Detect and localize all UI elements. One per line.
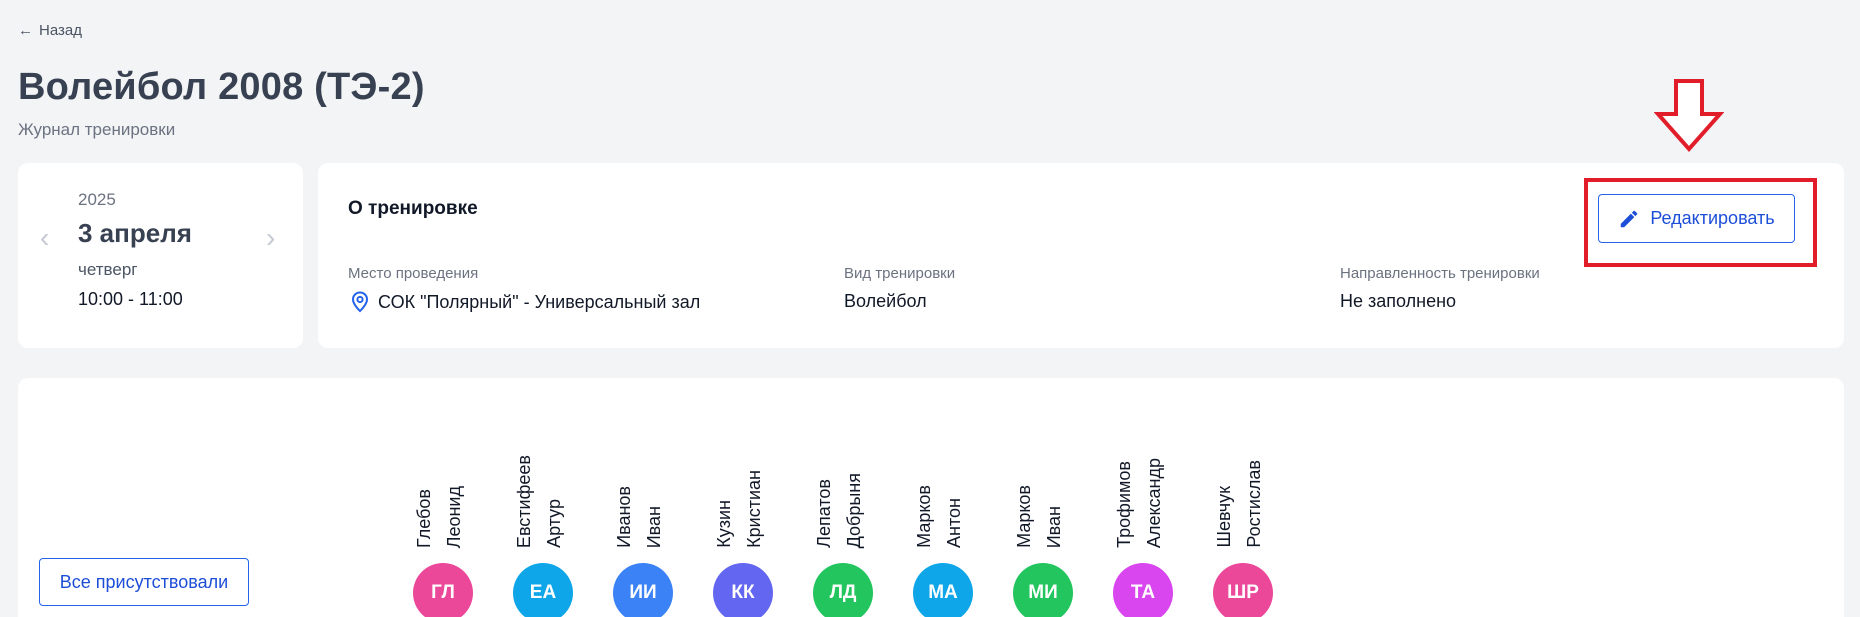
athlete-item: Марков Антон МА	[912, 430, 974, 617]
edit-button-label: Редактировать	[1650, 208, 1775, 228]
athlete-item: Трофимов Александр ТА	[1112, 430, 1174, 617]
athlete-given-name: Александр	[1144, 457, 1164, 548]
athlete-names: Лепатов Добрыня	[812, 430, 874, 548]
athlete-item: Глебов Леонид ГЛ	[412, 430, 474, 617]
athlete-given-name: Антон	[944, 498, 964, 548]
athlete-names: Евстифеев Артур	[512, 430, 574, 548]
athlete-avatar[interactable]: ИИ	[613, 563, 673, 617]
date-day: 3 апреля	[78, 218, 192, 248]
training-info-title: О тренировке	[348, 198, 478, 219]
athlete-avatar[interactable]: ШР	[1213, 563, 1273, 617]
training-focus-value: Не заполнено	[1340, 291, 1457, 311]
venue-text: СОК "Полярный" - Универсальный зал	[378, 291, 701, 312]
athlete-avatar[interactable]: ТА	[1113, 563, 1173, 617]
chevron-right-icon[interactable]: ›	[266, 222, 276, 253]
page-title: Волейбол 2008 (ТЭ-2)	[18, 66, 425, 108]
athlete-surname: Шевчук	[1214, 486, 1234, 548]
date-weekday: четверг	[78, 260, 138, 279]
athlete-avatar[interactable]: ЛД	[813, 563, 873, 617]
athlete-names: Кузин Кристиан	[712, 430, 774, 548]
highlight-frame	[1584, 178, 1817, 267]
training-focus-label: Направленность тренировки	[1340, 265, 1540, 282]
athlete-names: Шевчук Ростислав	[1212, 430, 1274, 548]
athlete-item: Кузин Кристиан КК	[712, 430, 774, 617]
athlete-given-name: Добрыня	[844, 472, 864, 548]
arrow-left-icon: ←	[18, 22, 33, 39]
page-subtitle: Журнал тренировки	[18, 120, 176, 139]
athlete-surname: Иванов	[614, 486, 634, 548]
edit-button[interactable]: Редактировать	[1598, 194, 1795, 243]
athlete-avatar[interactable]: КК	[713, 563, 773, 617]
chevron-left-icon[interactable]: ‹	[40, 222, 50, 253]
athlete-names: Иванов Иван	[612, 430, 674, 548]
athlete-avatar[interactable]: ГЛ	[413, 563, 473, 617]
date-card	[18, 163, 303, 348]
athlete-avatar[interactable]: ЕА	[513, 563, 573, 617]
athlete-names: Марков Иван	[1012, 430, 1074, 548]
athlete-surname: Кузин	[714, 500, 734, 548]
athlete-names: Марков Антон	[912, 430, 974, 548]
athlete-item: Евстифеев Артур ЕА	[512, 430, 574, 617]
venue-value: СОК "Полярный" - Универсальный зал	[350, 291, 700, 313]
training-type-value: Волейбол	[844, 291, 927, 311]
athlete-given-name: Ростислав	[1244, 460, 1264, 548]
athlete-names: Трофимов Александр	[1112, 430, 1174, 548]
athlete-given-name: Артур	[544, 499, 564, 548]
date-year: 2025	[78, 190, 116, 209]
pencil-icon	[1621, 210, 1638, 227]
athlete-item: Иванов Иван ИИ	[612, 430, 674, 617]
athlete-item: Шевчук Ростислав ШР	[1212, 430, 1274, 617]
back-link[interactable]: ← Назад	[18, 22, 82, 39]
athlete-given-name: Леонид	[444, 485, 464, 548]
athlete-given-name: Иван	[644, 505, 664, 548]
training-info-card	[318, 163, 1844, 348]
athlete-surname: Евстифеев	[514, 454, 534, 548]
athlete-avatar[interactable]: МА	[913, 563, 973, 617]
arrow-down-icon	[1654, 79, 1724, 152]
date-time: 10:00 - 11:00	[78, 289, 183, 309]
athlete-avatar[interactable]: МИ	[1013, 563, 1073, 617]
athlete-given-name: Кристиан	[744, 470, 764, 548]
athlete-item: Лепатов Добрыня ЛД	[812, 430, 874, 617]
athlete-surname: Марков	[914, 485, 934, 548]
training-type-label: Вид тренировки	[844, 265, 956, 282]
athlete-surname: Лепатов	[814, 479, 834, 548]
athlete-surname: Марков	[1014, 485, 1034, 548]
athlete-names: Глебов Леонид	[412, 430, 474, 548]
athlete-surname: Трофимов	[1114, 461, 1134, 548]
location-pin-icon	[351, 291, 369, 313]
athlete-given-name: Иван	[1044, 505, 1064, 548]
back-label: Назад	[39, 22, 82, 39]
all-present-button[interactable]: Все присутствовали	[39, 558, 249, 606]
athlete-item: Марков Иван МИ	[1012, 430, 1074, 617]
athlete-surname: Глебов	[414, 489, 434, 548]
venue-label: Место проведения	[348, 265, 479, 282]
